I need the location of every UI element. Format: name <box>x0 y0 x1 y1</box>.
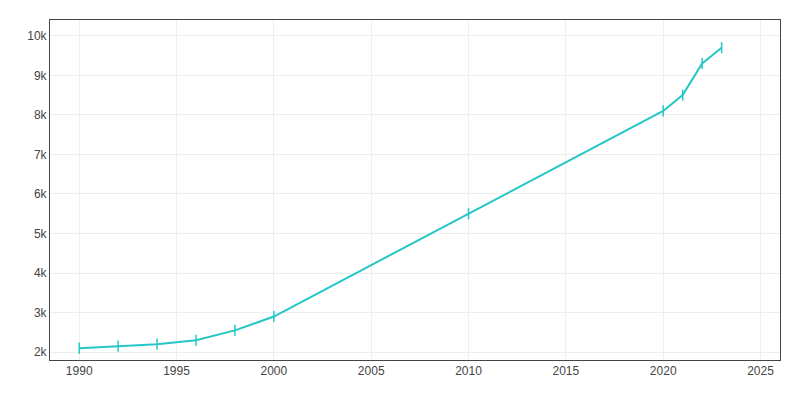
svg-text:9k: 9k <box>34 69 48 83</box>
svg-text:2000: 2000 <box>261 364 288 378</box>
svg-text:1995: 1995 <box>163 364 190 378</box>
svg-text:10k: 10k <box>27 29 47 43</box>
svg-text:2010: 2010 <box>455 364 482 378</box>
svg-text:1990: 1990 <box>66 364 93 378</box>
svg-text:6k: 6k <box>34 187 48 201</box>
svg-text:2025: 2025 <box>747 364 774 378</box>
svg-text:4k: 4k <box>34 266 48 280</box>
svg-text:5k: 5k <box>34 227 48 241</box>
svg-text:2015: 2015 <box>553 364 580 378</box>
svg-text:2005: 2005 <box>358 364 385 378</box>
svg-text:7k: 7k <box>34 148 48 162</box>
svg-text:2k: 2k <box>34 345 48 359</box>
svg-text:8k: 8k <box>34 108 48 122</box>
svg-text:3k: 3k <box>34 306 48 320</box>
svg-text:2020: 2020 <box>650 364 677 378</box>
